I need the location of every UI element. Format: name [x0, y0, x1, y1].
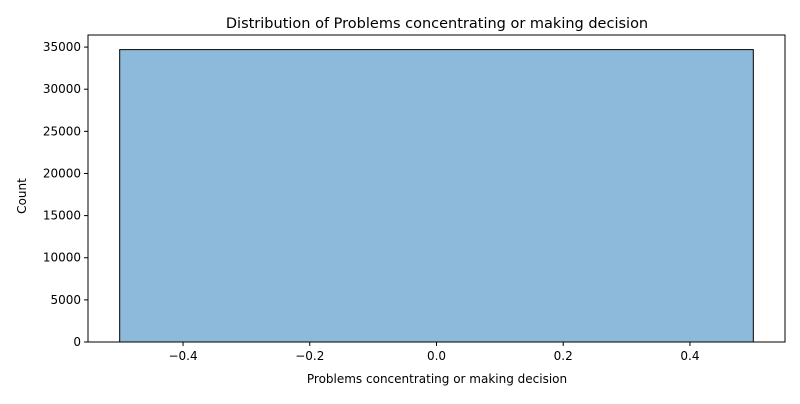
- x-tick-label: 0.4: [680, 349, 699, 363]
- x-tick-label: −0.4: [168, 349, 197, 363]
- y-tick-label: 35000: [43, 40, 81, 54]
- y-tick-label: 10000: [43, 251, 81, 265]
- x-tick-label: 0.0: [427, 349, 446, 363]
- x-axis-label: Problems concentrating or making decisio…: [307, 372, 567, 386]
- chart-title: Distribution of Problems concentrating o…: [226, 16, 648, 32]
- y-tick-label: 0: [73, 335, 81, 349]
- histogram-bar: [119, 49, 754, 343]
- y-tick-label: 30000: [43, 82, 81, 96]
- x-tick-label: −0.2: [295, 349, 324, 363]
- bars-layer: [119, 49, 754, 343]
- y-axis-ticks: 0 5000 10000 15000 20000 25000 30000 35000: [43, 40, 88, 349]
- y-tick-label: 20000: [43, 166, 81, 180]
- y-tick-label: 5000: [50, 293, 81, 307]
- y-tick-label: 15000: [43, 209, 81, 223]
- y-axis-label: Count: [15, 178, 29, 214]
- x-axis-ticks: −0.4 −0.2 0.0 0.2 0.4: [168, 342, 700, 363]
- x-tick-label: 0.2: [554, 349, 573, 363]
- y-tick-label: 25000: [43, 124, 81, 138]
